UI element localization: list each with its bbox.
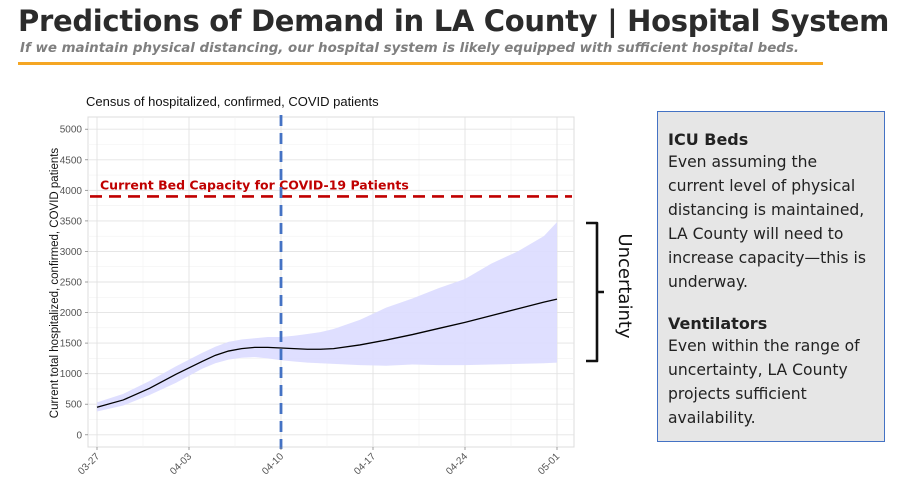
x-tick-label: 04-24 (444, 451, 470, 477)
y-tick-label: 1500 (60, 339, 83, 350)
x-tick-label: 03-27 (76, 451, 102, 477)
y-tick-label: 0 (76, 430, 82, 441)
y-tick-label: 4500 (60, 155, 83, 166)
y-tick-label: 2000 (60, 308, 83, 319)
ventilator-text: Even within the range of uncertainty, LA… (668, 337, 860, 427)
y-tick-labels: 0 500 1000 1500 2000 2500 3000 3500 4000 4500 5000 (60, 125, 88, 441)
x-tick-label: 04-03 (168, 451, 194, 477)
median-projection-line (96, 298, 558, 408)
y-tick-label: 500 (65, 400, 82, 411)
chart-title: Census of hospitalized, confirmed, COVID… (86, 94, 379, 109)
uncertainty-label: Uncertainty (614, 233, 635, 339)
icu-text: Even assuming the current level of physi… (668, 153, 866, 291)
icu-heading: ICU Beds (668, 130, 749, 149)
x-tick-label: 05-01 (536, 451, 562, 477)
page-subtitle: If we maintain physical distancing, our … (20, 41, 799, 56)
x-tick-label: 04-10 (260, 451, 286, 477)
y-tick-label: 1000 (60, 369, 83, 380)
series-lines: Current Bed Capacity for COVID-19 Patien… (90, 115, 572, 449)
bracket-shape (586, 221, 604, 363)
uncertainty-bracket (586, 221, 604, 363)
y-tick-label: 4000 (60, 186, 83, 197)
x-tick-label: 04-17 (352, 451, 378, 477)
y-tick-label: 3500 (60, 216, 83, 227)
census-chart: Census of hospitalized, confirmed, COVID… (49, 94, 635, 477)
accent-rule (18, 62, 823, 65)
y-tick-label: 2500 (60, 278, 83, 289)
x-tick-labels: 03-27 04-03 04-10 04-17 04-24 05-01 (76, 447, 562, 477)
ventilator-heading: Ventilators (668, 314, 768, 333)
uncertainty-band-area (97, 222, 557, 412)
y-tick-label: 5000 (60, 125, 83, 136)
info-callout: ICU Beds Even assuming the current level… (657, 111, 885, 442)
page-title: Predictions of Demand in LA County | Hos… (18, 4, 890, 38)
y-axis-label: Current total hospitalized, confirmed, C… (49, 148, 61, 419)
capacity-label: Current Bed Capacity for COVID-19 Patien… (100, 177, 409, 192)
uncertainty-band (97, 222, 557, 412)
y-tick-label: 3000 (60, 247, 83, 258)
